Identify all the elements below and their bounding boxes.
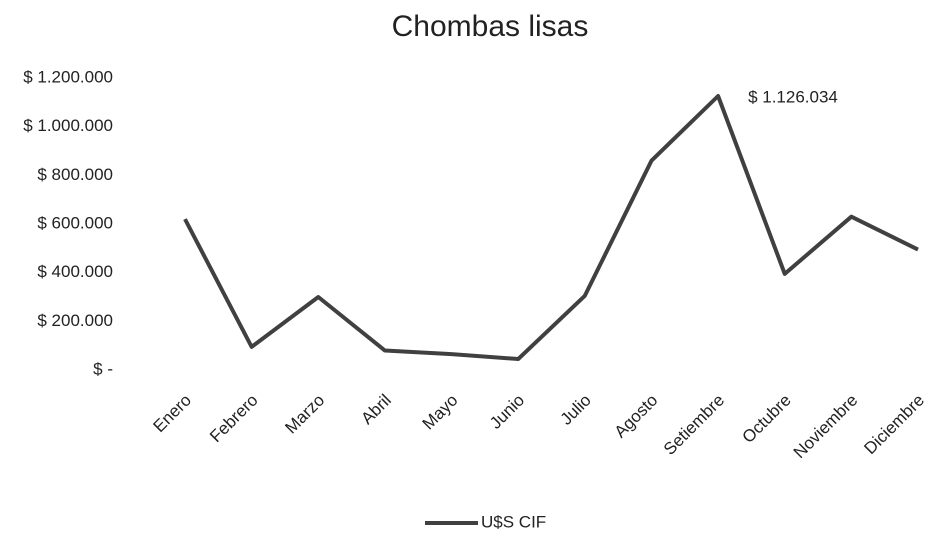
x-tick-label: Diciembre [860, 391, 928, 459]
x-tick-label: Enero [149, 391, 195, 437]
x-tick-label: Julio [557, 391, 595, 429]
y-tick-label: $ 400.000 [37, 262, 113, 281]
x-tick-label: Marzo [281, 391, 328, 438]
x-tick-label: Noviembre [790, 391, 862, 463]
x-tick-label: Mayo [419, 391, 462, 434]
x-tick-label: Febrero [206, 391, 262, 447]
y-tick-label: $ 1.200.000 [23, 67, 113, 86]
x-tick-label: Abril [357, 391, 394, 428]
x-tick-label: Setiembre [660, 391, 728, 459]
y-tick-label: $ 200.000 [37, 311, 113, 330]
y-tick-label: $ - [93, 359, 113, 378]
y-tick-label: $ 1.000.000 [23, 116, 113, 135]
chart-title: Chombas lisas [392, 10, 589, 43]
legend-label: U$S CIF [481, 512, 546, 531]
x-tick-label: Junio [486, 391, 528, 433]
x-tick-label: Agosto [611, 391, 662, 442]
x-tick-label: Octubre [739, 391, 795, 447]
y-tick-label: $ 600.000 [37, 213, 113, 232]
data-line [183, 93, 919, 362]
data-label: $ 1.126.034 [748, 87, 838, 106]
y-tick-label: $ 800.000 [37, 165, 113, 184]
